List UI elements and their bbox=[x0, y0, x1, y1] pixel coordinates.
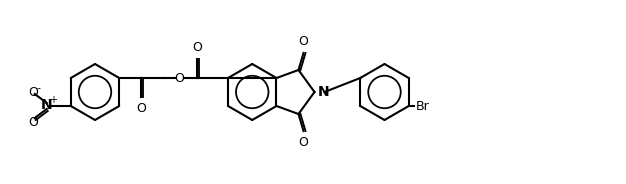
Text: O: O bbox=[174, 72, 184, 84]
Text: O: O bbox=[299, 136, 309, 149]
Text: +: + bbox=[49, 95, 57, 105]
Text: O: O bbox=[28, 86, 38, 98]
Text: -: - bbox=[37, 83, 41, 93]
Text: O: O bbox=[136, 102, 146, 115]
Text: O: O bbox=[299, 35, 309, 48]
Text: O: O bbox=[28, 116, 38, 128]
Text: O: O bbox=[192, 41, 202, 54]
Text: Br: Br bbox=[416, 100, 429, 112]
Text: N: N bbox=[41, 98, 53, 112]
Text: N: N bbox=[317, 85, 329, 99]
